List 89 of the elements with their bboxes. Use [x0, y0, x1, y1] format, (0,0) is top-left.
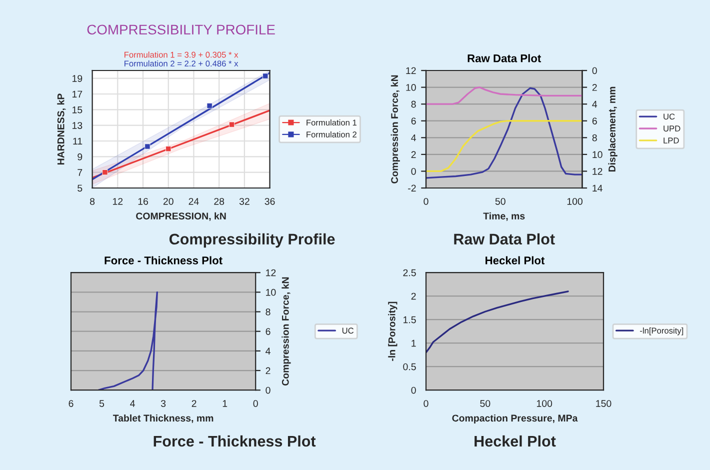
text: Force - Thickness Plot: [154, 435, 316, 447]
x-tick-label: 4: [130, 400, 135, 407]
y-tick-label: 2.5: [403, 269, 416, 276]
x-tick-label: 16: [138, 198, 148, 205]
y-tick-label: 4: [411, 134, 416, 142]
line-series: [98, 291, 158, 390]
line-series: [426, 87, 582, 179]
x-tick-label: 32: [239, 198, 250, 205]
y-tick-label: 7: [78, 169, 82, 176]
chart-title: Raw Data Plot: [468, 54, 542, 62]
y2-tick-label: 8: [592, 134, 597, 142]
y-tick-label: 0: [266, 386, 270, 394]
x-tick-label: 2: [192, 400, 196, 407]
x-tick-label: 50: [480, 400, 490, 407]
y-axis-title: HARDNESS, kP: [57, 94, 66, 165]
text: Raw Data Plot: [454, 233, 555, 245]
y-tick-label: 19: [72, 75, 82, 82]
line-series: [426, 120, 582, 172]
chart-title: COMPRESSIBILITY PROFILE: [87, 24, 275, 35]
y-tick-label: 9: [78, 153, 82, 160]
line-series: [426, 86, 582, 105]
x-tick-label: 12: [112, 198, 123, 205]
x-tick-label: 0: [424, 400, 428, 407]
y-tick-label: 0.5: [403, 363, 416, 370]
legend-label: -ln[Porosity]: [640, 327, 684, 336]
x-tick-label: 1: [222, 400, 228, 407]
x-axis-title: COMPRESSION, kN: [136, 212, 226, 221]
legend-label: Formulation 2: [306, 131, 356, 138]
x-tick-label: 5: [99, 400, 104, 407]
legend-label: Formulation 1: [306, 119, 356, 126]
y-tick-label: 10: [406, 84, 416, 91]
x-tick-label: 36: [264, 198, 275, 205]
y-tick-label: 1: [412, 340, 416, 347]
text: Formulation 2 = 2.2 + 0.486 * x: [124, 60, 238, 67]
y-tick-label: 15: [72, 106, 82, 114]
x-tick-label: 0: [424, 198, 428, 205]
x-tick-label: 20: [163, 198, 174, 205]
y-tick-label: 5: [78, 184, 82, 192]
y-tick-label: 17: [72, 90, 82, 98]
y-axis-title: Compression Force, kN: [282, 277, 291, 386]
y-tick-label: 12: [406, 67, 416, 74]
x-tick-label: 8: [90, 198, 95, 205]
x-axis-title: Compaction Pressure, MPa: [452, 414, 578, 424]
y-tick-label: 2: [411, 292, 416, 300]
y2-tick-label: 2: [592, 84, 597, 91]
legend-label: LPD: [664, 138, 679, 144]
x-axis-title: Time, ms: [483, 212, 525, 221]
text: Heckel Plot: [474, 435, 556, 447]
x-tick-label: 0: [253, 400, 258, 407]
y-tick-label: 4: [266, 348, 270, 354]
line-series: [426, 290, 569, 354]
y-tick-label: 8: [411, 100, 416, 108]
y-tick-label: 2: [411, 151, 416, 158]
y2-tick-label: 6: [592, 118, 597, 124]
y-axis-title: -ln [Porosity]: [388, 302, 398, 361]
chart-title: Heckel Plot: [486, 256, 545, 264]
y-tick-label: 10: [266, 288, 276, 296]
y-tick-label: 6: [411, 118, 416, 124]
x-tick-label: 150: [596, 400, 612, 407]
y-tick-label: 0: [411, 386, 416, 394]
y-tick-label: 2: [266, 367, 270, 374]
x-tick-label: 50: [495, 198, 506, 205]
legend-label: UC: [664, 114, 675, 120]
y-tick-label: 1.5: [404, 316, 416, 324]
x-tick-label: 100: [536, 400, 552, 407]
chart-title: Force - Thickness Plot: [104, 256, 222, 264]
y2-tick-label: 14: [592, 184, 602, 192]
text: Formulation 1 = 3.9 + 0.305 * x: [124, 52, 238, 58]
y2-tick-label: 10: [592, 151, 602, 158]
y2-tick-label: 4: [592, 100, 598, 108]
legend-label: UC: [342, 328, 354, 334]
text: Compressibility Profile: [169, 233, 335, 248]
x-axis-title: Tablet Thickness, mm: [112, 414, 214, 423]
x-tick-label: 3: [160, 400, 166, 407]
legend-label: UPD: [664, 126, 680, 132]
y2-tick-label: 0: [592, 67, 597, 74]
y-tick-label: 13: [72, 122, 82, 129]
y-tick-label: -2: [408, 184, 416, 192]
y-axis-title: Compression Force, kN: [390, 75, 400, 184]
x-tick-label: 28: [214, 198, 224, 205]
y-tick-label: 12: [266, 269, 276, 276]
y2-tick-label: 12: [592, 168, 602, 175]
x-tick-label: 100: [567, 198, 582, 205]
y-tick-label: 6: [266, 328, 270, 335]
y-tick-label: 11: [73, 138, 82, 145]
x-tick-label: 24: [188, 198, 199, 205]
y2-axis-title: Displacement, mm: [608, 86, 618, 172]
y-tick-label: 0: [411, 168, 416, 175]
y-tick-label: 8: [266, 308, 270, 316]
